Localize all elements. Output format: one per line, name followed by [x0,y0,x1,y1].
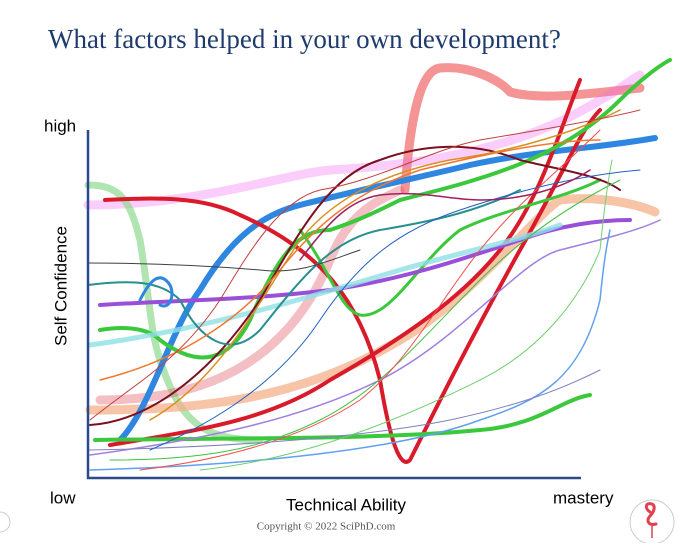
logo [629,499,675,545]
x-axis-title: Technical Ability [286,495,407,514]
curve [89,109,641,421]
curve [139,129,601,471]
curve [87,222,563,348]
x-axis-mastery-label: mastery [553,488,614,507]
curve [85,194,660,415]
curve [99,139,601,381]
curve [93,393,592,442]
curve [87,369,601,451]
curve [117,135,658,443]
copyright: Copyright © 2022 SciPhD.com [257,521,396,533]
curve [149,109,621,421]
curve [199,159,613,471]
curve [95,185,405,405]
x-axis-low-label: low [50,488,76,507]
y-axis-title: Self Confidence [51,226,70,346]
curve [98,58,672,360]
curve [98,218,632,307]
curve [299,169,591,261]
curve [400,63,645,195]
y-axis-high-label: high [44,116,76,135]
curve [83,70,645,210]
curve [108,78,582,447]
curve [149,169,641,451]
curve [89,145,621,426]
curve [89,219,661,456]
edge-control [0,511,11,533]
curve [87,249,361,272]
slide-title: What factors helped in your own developm… [48,24,561,54]
hand-drawn-curves [83,58,672,471]
curve [89,229,611,471]
curve [138,276,174,308]
